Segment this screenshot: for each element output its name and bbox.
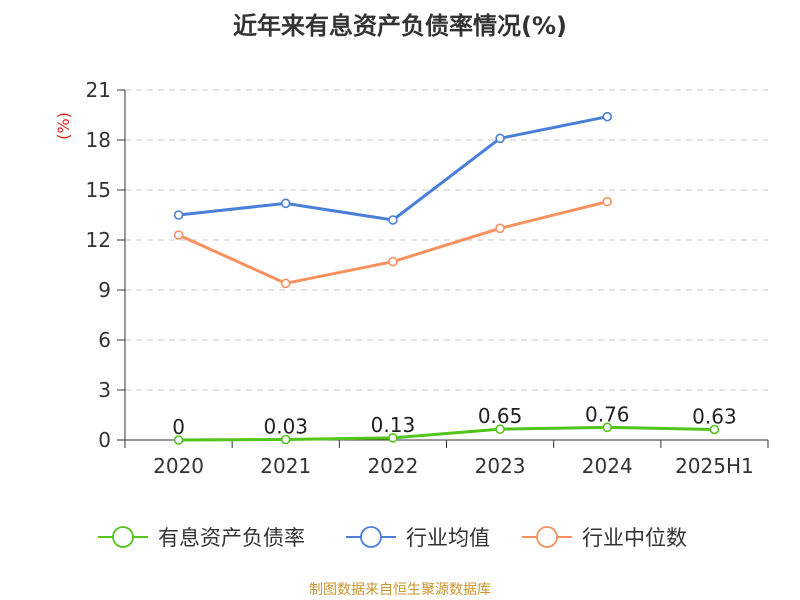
data-point xyxy=(173,230,184,240)
series-line xyxy=(177,200,608,285)
series-line xyxy=(178,115,608,222)
legend-marker xyxy=(112,526,134,548)
legend-label: 有息资产负债率 xyxy=(158,526,305,550)
x-tick-label: 2023 xyxy=(475,454,526,478)
x-tick-label: 2024 xyxy=(582,454,633,478)
x-tick-label: 2021 xyxy=(260,454,311,478)
data-point xyxy=(602,196,613,207)
data-point xyxy=(280,198,291,209)
chart-title: 近年来有息资产负债率情况(%) xyxy=(233,12,567,40)
data-labels: 0 0.03 0.13 0.65 0.76 0.63 xyxy=(172,402,736,439)
data-point xyxy=(495,133,505,144)
legend-label: 行业均值 xyxy=(406,526,490,550)
data-label: 0.03 xyxy=(263,415,308,439)
series-line xyxy=(178,425,715,442)
y-tick-label: 21 xyxy=(86,78,111,102)
data-label: 0 xyxy=(172,415,185,439)
y-tick-label: 6 xyxy=(98,328,111,352)
data-label: 0.76 xyxy=(585,402,630,426)
legend-marker xyxy=(360,526,382,548)
legend: 有息资产负债率 行业均值 行业中位数 xyxy=(98,526,687,550)
y-tick-label: 9 xyxy=(98,278,111,302)
legend-label: 行业中位数 xyxy=(582,526,687,550)
axes: 0 3 6 9 12 15 18 21 2020 2021 2022 2023 2024 2025H1 xyxy=(86,78,769,478)
data-point xyxy=(388,256,398,267)
data-point xyxy=(495,223,505,234)
data-point xyxy=(602,111,613,122)
series-lines xyxy=(173,111,720,445)
data-label: 0.13 xyxy=(371,413,416,437)
data-point xyxy=(709,424,720,435)
x-tick-label: 2022 xyxy=(367,454,418,478)
x-tick-label: 2025H1 xyxy=(675,454,754,478)
data-point xyxy=(602,422,613,433)
data-label: 0.63 xyxy=(692,405,737,429)
data-point xyxy=(280,278,291,289)
gridlines xyxy=(125,89,768,391)
y-tick-label: 12 xyxy=(86,228,111,252)
y-tick-label: 18 xyxy=(86,128,111,152)
y-axis-unit-label: (%) xyxy=(54,112,73,140)
data-point xyxy=(173,210,184,220)
y-tick-label: 3 xyxy=(98,378,111,402)
data-label: 0.65 xyxy=(478,404,523,428)
data-point xyxy=(388,433,398,443)
source-note: 制图数据来自恒生聚源数据库 xyxy=(309,582,491,598)
legend-marker xyxy=(536,526,558,548)
data-point xyxy=(280,434,291,445)
data-point xyxy=(173,435,184,445)
y-tick-label: 0 xyxy=(98,428,111,452)
data-point xyxy=(388,215,398,225)
x-tick-label: 2020 xyxy=(153,454,204,478)
data-point xyxy=(495,424,505,434)
y-tick-label: 15 xyxy=(86,178,111,202)
